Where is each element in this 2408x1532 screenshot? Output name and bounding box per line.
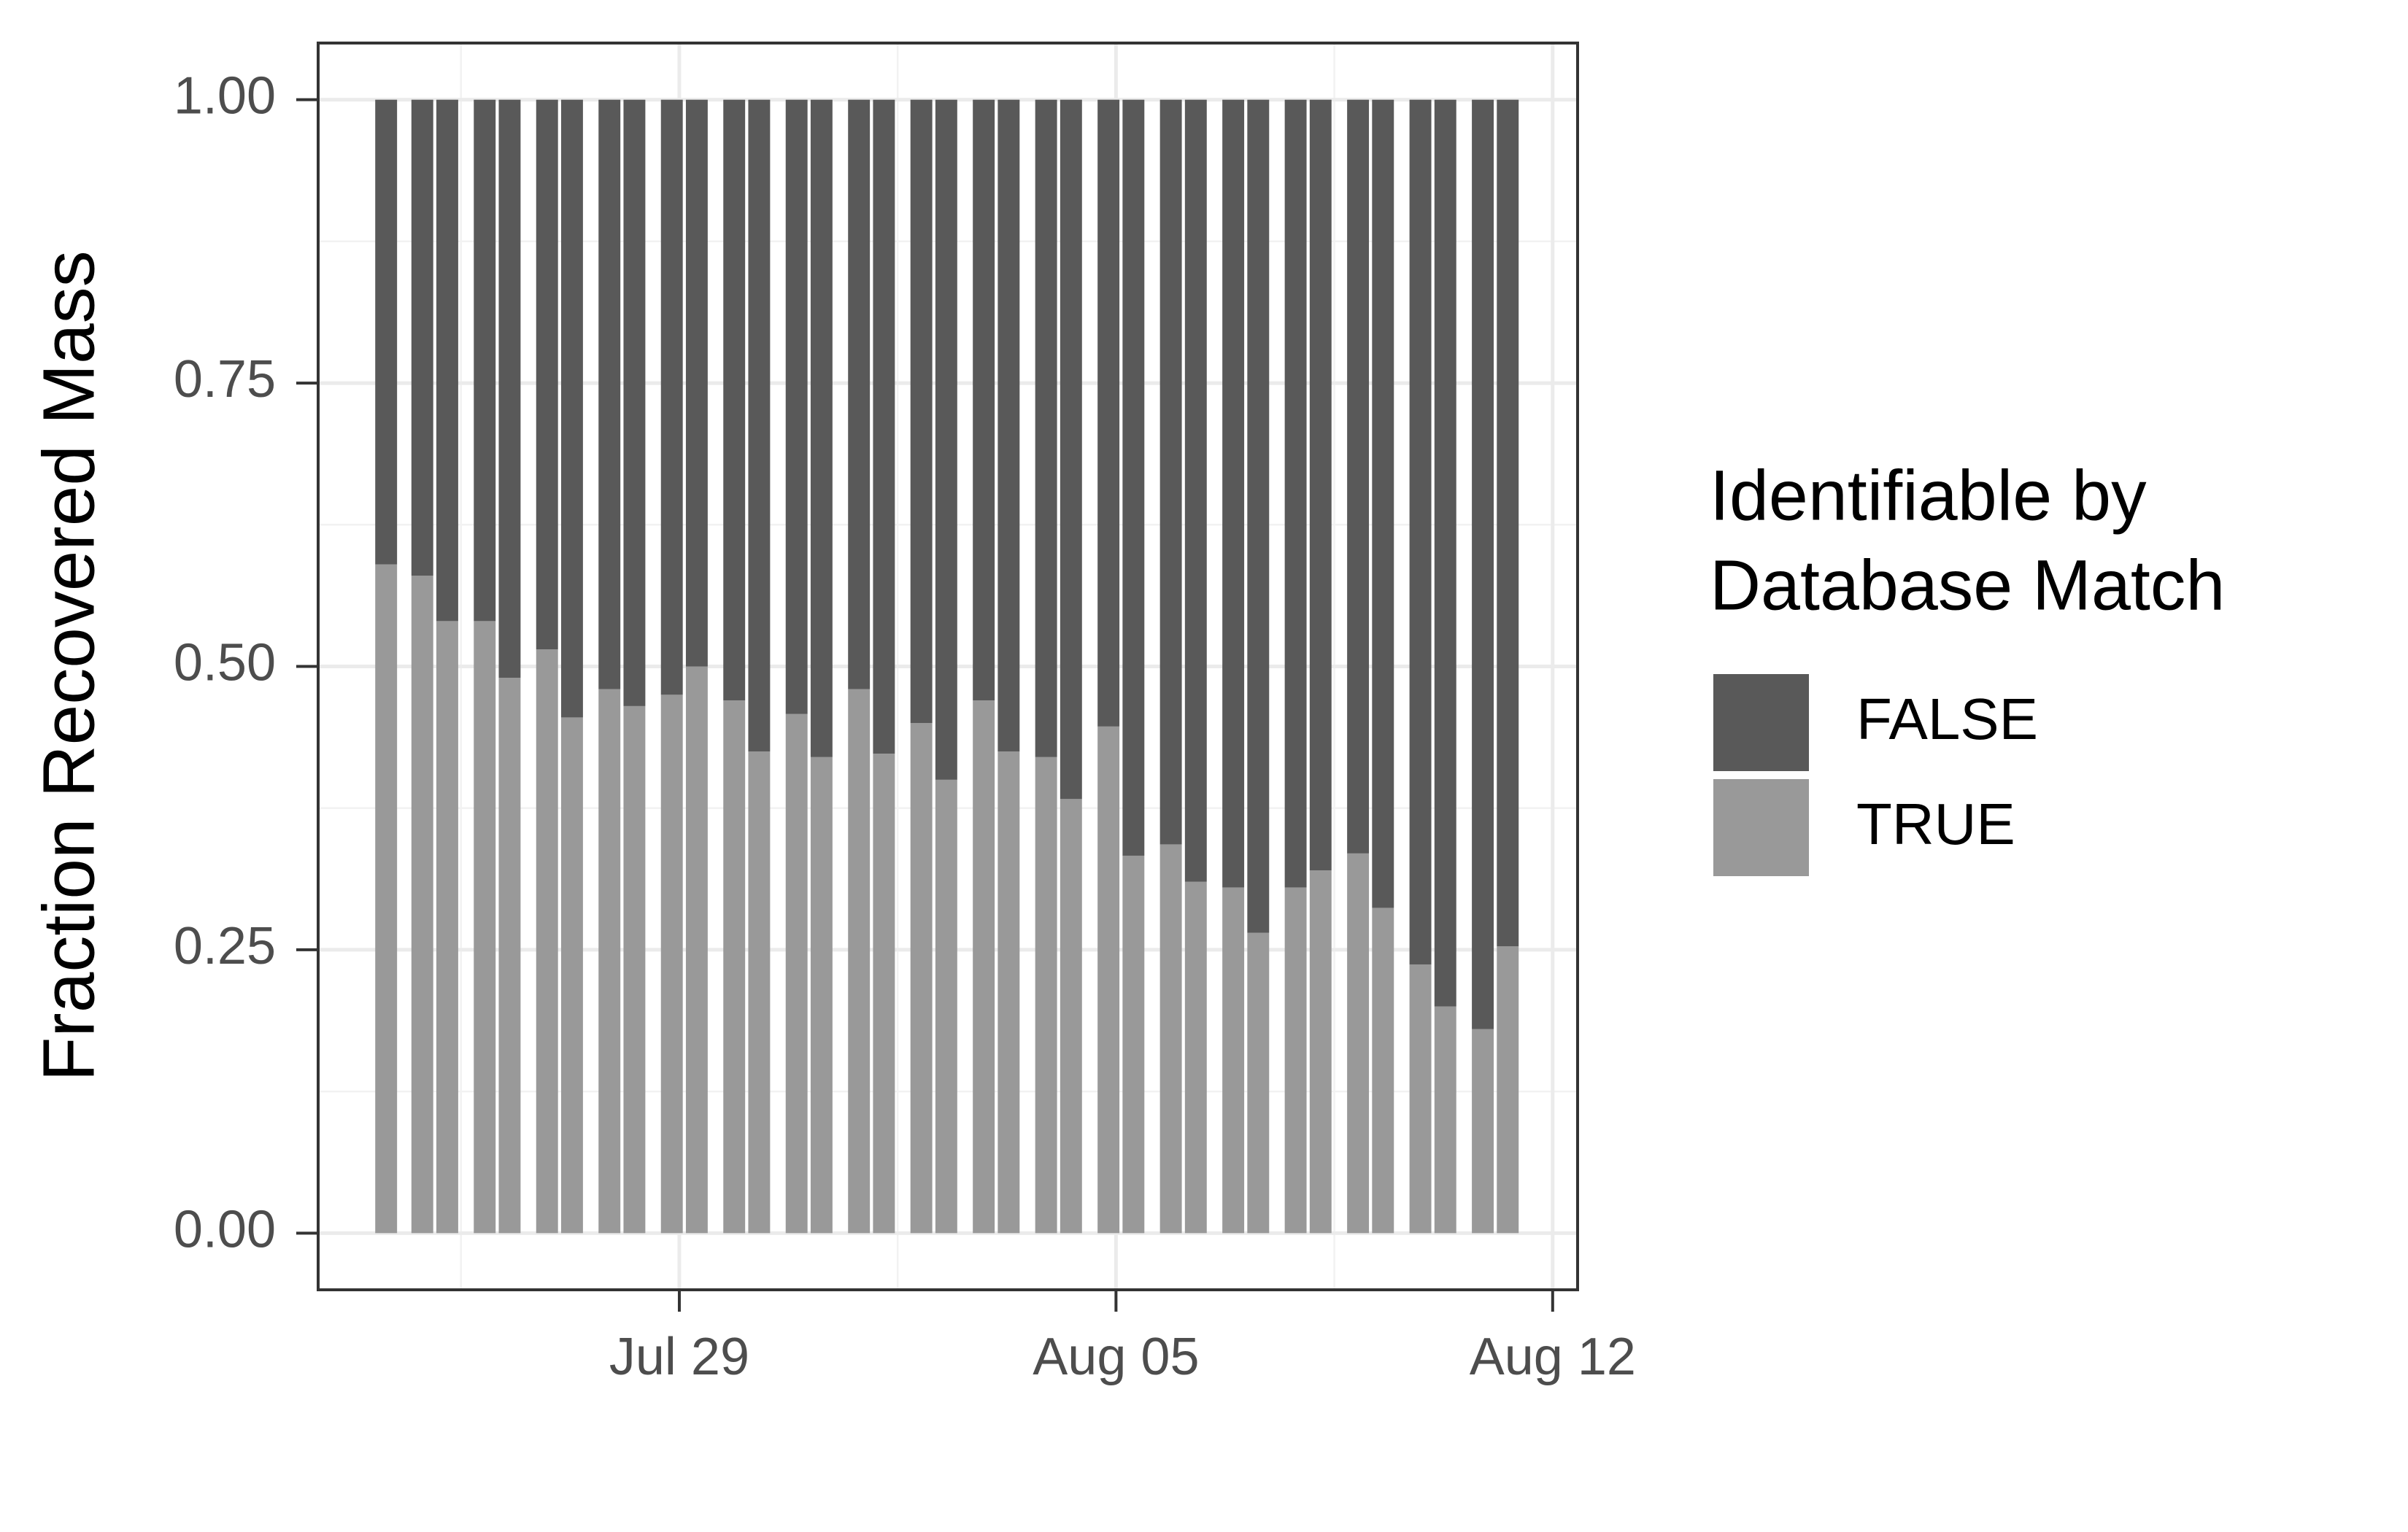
bar-segment [1159, 844, 1182, 1234]
bar-segment [1060, 99, 1082, 800]
legend-title: Database Match [1710, 546, 2225, 625]
bar-segment [436, 621, 458, 1234]
bar-segment [375, 99, 398, 565]
bar-segment [1060, 799, 1082, 1234]
y-tick-label: 0.75 [174, 350, 276, 409]
bar-segment [1247, 99, 1270, 933]
bar-segment [973, 700, 995, 1234]
bar-segment [935, 779, 957, 1234]
bar-segment [1284, 99, 1307, 888]
y-tick-label: 0.25 [174, 917, 276, 975]
bar-segment [1309, 99, 1332, 871]
bar-segment [997, 99, 1020, 752]
legend-label: TRUE [1856, 792, 2015, 856]
bar-segment [560, 717, 583, 1234]
bar-segment [1284, 887, 1307, 1234]
bar-segment [623, 705, 646, 1234]
bar-segment [474, 621, 496, 1234]
bar-segment [660, 99, 683, 695]
bar-segment [1409, 99, 1432, 965]
bar-segment [1472, 1029, 1494, 1234]
bar-segment [848, 689, 871, 1234]
bar-segment [1097, 726, 1120, 1234]
bar-segment [623, 99, 646, 706]
bar-segment [536, 649, 558, 1234]
bar-segment [935, 99, 957, 780]
bar-segment [1497, 99, 1519, 947]
bar-segment [810, 757, 833, 1234]
bar-segment [1247, 932, 1270, 1234]
bar-segment [1434, 1006, 1456, 1234]
bar-segment [1097, 99, 1120, 727]
bar-segment [810, 99, 833, 757]
bar-segment [848, 99, 871, 689]
legend-label: FALSE [1856, 686, 2038, 751]
bar-segment [660, 695, 683, 1234]
bar-segment [723, 700, 746, 1234]
bar-segment [411, 576, 433, 1234]
bar-segment [1372, 908, 1394, 1234]
bar-segment [785, 713, 808, 1234]
bar-segment [748, 99, 771, 752]
bar-segment [723, 99, 746, 701]
bar-segment [1184, 99, 1207, 882]
bar-segment [1122, 99, 1145, 856]
bar-segment [598, 689, 621, 1234]
bar-segment [997, 751, 1020, 1234]
bar-segment [873, 754, 895, 1234]
x-tick-label: Jul 29 [609, 1328, 749, 1386]
bar-segment [411, 99, 433, 576]
bar-segment [1497, 946, 1519, 1234]
bar-segment [436, 99, 458, 622]
bar-segment [598, 99, 621, 689]
bar-segment [536, 99, 558, 650]
bar-segment [910, 99, 933, 724]
bar-segment [1347, 853, 1370, 1234]
bar-segment [1434, 99, 1456, 1007]
bar-segment [685, 666, 708, 1234]
bar-segment [1372, 99, 1394, 908]
y-axis-title: Fraction Recovered Mass [28, 250, 109, 1081]
bar-segment [1222, 887, 1245, 1234]
y-tick-label: 1.00 [174, 67, 276, 125]
bar-segment [785, 99, 808, 714]
bar-segment [1309, 870, 1332, 1234]
bar-segment [1159, 99, 1182, 845]
bar-segment [1035, 99, 1057, 757]
bar-segment [1472, 99, 1494, 1029]
y-tick-label: 0.00 [174, 1200, 276, 1258]
bar-segment [1347, 99, 1370, 854]
legend-key [1713, 674, 1809, 771]
bar-segment [1409, 964, 1432, 1234]
bar-segment [498, 99, 521, 678]
bar-segment [560, 99, 583, 718]
bar-segment [973, 99, 995, 701]
bar-segment [1184, 881, 1207, 1234]
bar-segment [1035, 757, 1057, 1234]
bar-segment [498, 678, 521, 1234]
legend-title: Identifiable by [1710, 456, 2147, 535]
bar-segment [375, 564, 398, 1234]
x-tick-label: Aug 05 [1033, 1328, 1199, 1386]
bar-segment [1222, 99, 1245, 888]
bar-segment [474, 99, 496, 622]
bar-segment [748, 751, 771, 1234]
bar-segment [873, 99, 895, 754]
legend-key [1713, 779, 1809, 876]
bar-segment [685, 99, 708, 667]
panel-border [317, 42, 1579, 1291]
x-tick-label: Aug 12 [1470, 1328, 1636, 1386]
y-tick-label: 0.50 [174, 634, 276, 692]
bar-segment [1122, 855, 1145, 1234]
bar-segment [910, 723, 933, 1234]
